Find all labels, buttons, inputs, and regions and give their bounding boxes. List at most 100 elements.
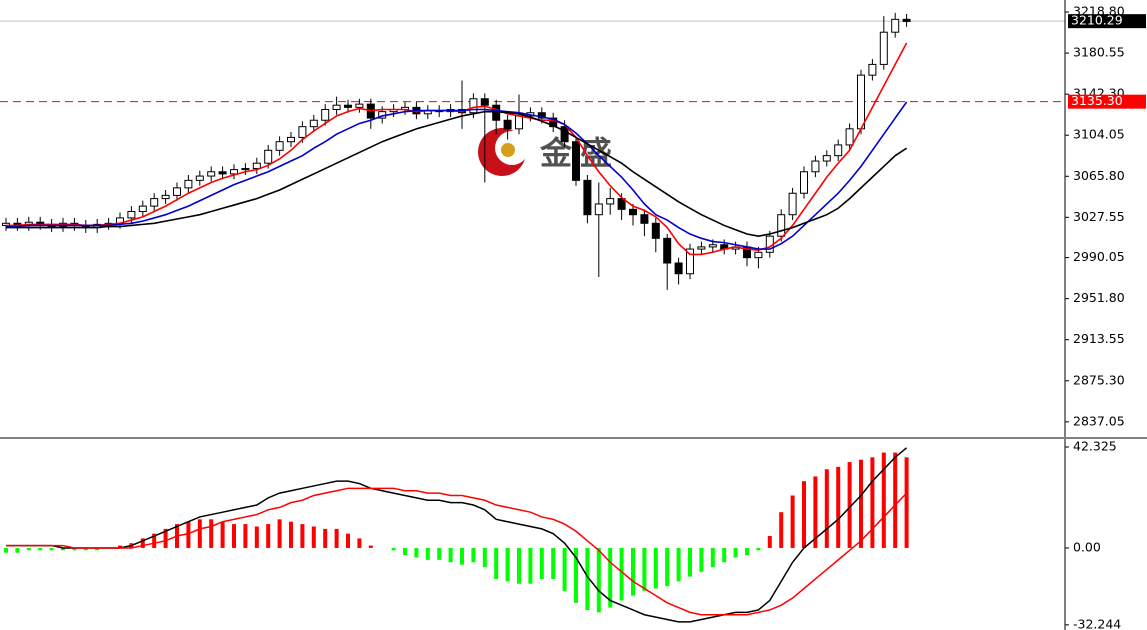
y-tick-label: 2875.30 <box>1073 372 1125 387</box>
price-label: 3135.30 <box>1071 93 1123 108</box>
candle-body <box>777 214 786 237</box>
candle-body <box>503 119 512 130</box>
macd-bar <box>186 521 191 548</box>
macd-bar <box>836 466 841 548</box>
macd-bar <box>756 547 761 551</box>
macd-bar <box>357 538 362 548</box>
macd-bar <box>710 547 715 568</box>
macd-bar <box>676 547 681 582</box>
candle-body <box>298 126 307 138</box>
macd-bar <box>323 528 328 548</box>
macd-bar <box>209 519 214 548</box>
candle-body <box>275 141 284 151</box>
macd-bar <box>688 547 692 577</box>
watermark-logo <box>478 128 529 176</box>
y-tick-label: 0.00 <box>1073 539 1101 554</box>
macd-bar <box>38 547 43 551</box>
macd-bar <box>767 536 772 548</box>
macd-bar <box>551 547 556 579</box>
macd-bar <box>118 545 122 548</box>
y-tick-label: 2837.05 <box>1073 413 1125 428</box>
candle-body <box>640 214 649 224</box>
candle-body <box>515 115 523 130</box>
macd-bar <box>220 521 225 548</box>
macd-bar <box>722 547 727 563</box>
macd-bar <box>779 512 784 548</box>
macd-bar <box>403 547 407 556</box>
macd-bar <box>699 547 704 572</box>
macd-line <box>6 487 908 616</box>
macd-bar <box>653 547 658 589</box>
macd-bar <box>346 533 350 548</box>
candle-body <box>252 162 261 170</box>
candle-body <box>173 187 181 196</box>
macd-bar <box>847 462 852 548</box>
macd-bar <box>494 547 499 579</box>
candle-body <box>651 222 660 239</box>
macd-bar <box>619 547 624 601</box>
candle-body <box>309 119 318 128</box>
macd-bar <box>61 547 65 551</box>
macd-bar <box>311 526 316 548</box>
macd-bar <box>482 547 487 568</box>
macd-bar <box>471 547 476 563</box>
macd-bar <box>631 547 635 596</box>
candle-body <box>138 205 147 212</box>
macd-bar <box>893 452 898 548</box>
macd-bar <box>824 469 829 548</box>
macd-bar <box>289 521 293 548</box>
macd-bar <box>802 481 806 548</box>
macd-bar <box>539 547 544 579</box>
y-tick-label: 3065.80 <box>1073 168 1125 183</box>
macd-bar <box>4 547 8 553</box>
price-label-box <box>1068 94 1146 109</box>
candle-body <box>902 18 911 22</box>
macd-bar <box>745 547 749 556</box>
macd-bar <box>870 457 875 548</box>
candle-body <box>697 246 706 250</box>
candle-body <box>800 171 808 194</box>
macd-bar <box>197 519 202 548</box>
macd-bar <box>425 547 430 560</box>
candle-body <box>230 169 238 175</box>
macd-bar <box>15 547 20 553</box>
macd-bar <box>904 457 909 548</box>
candle-body <box>845 128 854 146</box>
macd-bar <box>608 547 613 608</box>
macd-bar <box>140 538 145 548</box>
macd-bar <box>517 547 521 584</box>
candle-body <box>332 104 341 110</box>
macd-bar <box>437 547 442 560</box>
candle-body <box>480 98 489 106</box>
candle-body <box>708 244 717 248</box>
candle-body <box>686 248 694 275</box>
candle-body <box>811 160 820 173</box>
macd-bar <box>391 547 396 551</box>
macd-line <box>6 447 908 623</box>
macd-bar <box>300 524 305 548</box>
price-label: 3210.29 <box>1071 13 1123 28</box>
y-tick-label: 42.325 <box>1073 439 1117 454</box>
macd-bar <box>596 547 601 613</box>
candle-body <box>868 63 877 76</box>
candle-body <box>537 112 546 119</box>
macd-bar <box>574 547 578 603</box>
candle-body <box>891 18 900 33</box>
macd-bar <box>733 547 738 558</box>
macd-bar <box>95 547 100 551</box>
candle-body <box>241 168 250 171</box>
macd-bar <box>881 452 886 548</box>
candle-body <box>560 126 569 143</box>
candle-body <box>617 198 626 210</box>
y-tick-label: 3104.05 <box>1073 127 1125 142</box>
macd-bar <box>642 547 647 591</box>
candle-body <box>207 171 216 177</box>
candle-body <box>321 109 330 121</box>
candle-body <box>469 98 478 114</box>
macd-bar <box>152 533 157 548</box>
logo-dot <box>501 143 515 157</box>
candle-body <box>264 149 273 164</box>
candle-body <box>674 262 683 275</box>
candle-body <box>754 251 763 259</box>
